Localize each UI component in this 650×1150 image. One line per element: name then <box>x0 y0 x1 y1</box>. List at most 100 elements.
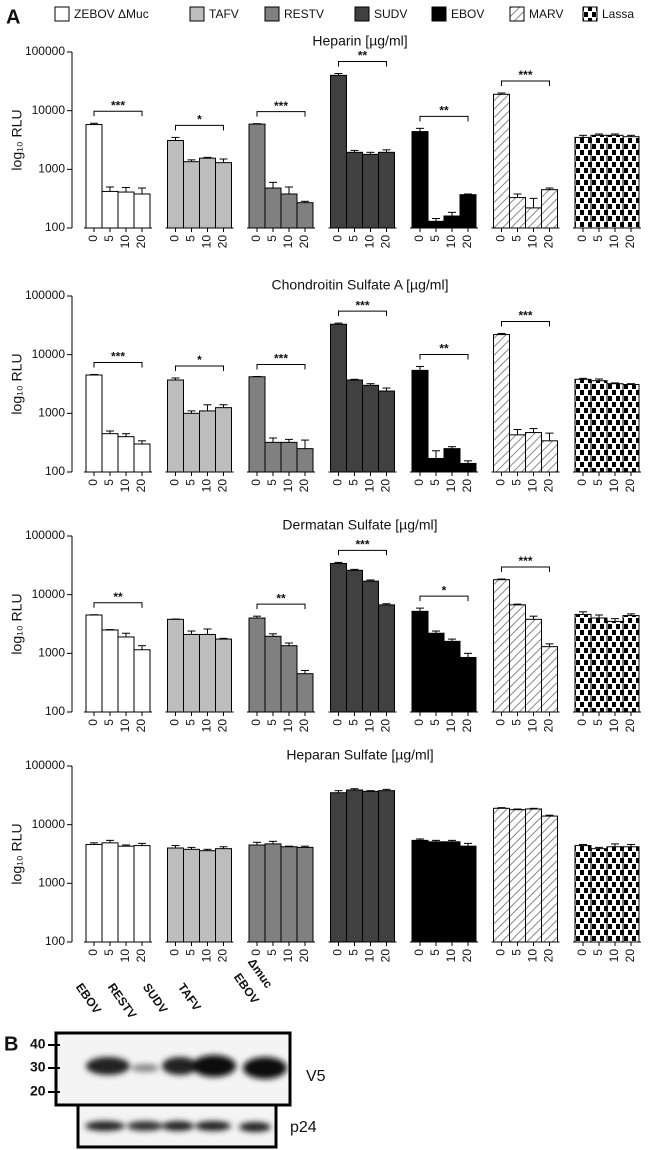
y-axis-label: log₁₀ RLU <box>9 593 25 654</box>
x-tick-label: 10 <box>526 719 540 733</box>
x-tick-label: 0 <box>494 949 508 956</box>
significance-label: ** <box>358 49 368 63</box>
legend-label: RESTV <box>284 7 324 21</box>
x-tick-label: 0 <box>412 719 426 726</box>
x-tick-label: 5 <box>428 949 442 956</box>
bar <box>590 617 608 713</box>
x-tick-label: 10 <box>363 235 377 249</box>
significance-bracket <box>338 310 387 317</box>
x-tick-label: 0 <box>575 949 589 956</box>
bar <box>85 374 103 473</box>
x-tick-label: 10 <box>281 949 295 963</box>
legend-swatch <box>189 6 205 22</box>
bar <box>183 161 200 229</box>
y-axis-label: log₁₀ RLU <box>9 823 25 884</box>
bar <box>264 187 282 229</box>
y-tick-label: 100 <box>45 934 65 948</box>
x-tick-label: 5 <box>428 719 442 726</box>
x-tick-label: 0 <box>249 235 263 242</box>
x-tick-label: 0 <box>86 949 100 956</box>
x-tick-label: 5 <box>347 235 361 242</box>
y-axis-label: log₁₀ RLU <box>9 353 25 414</box>
significance-bracket <box>93 361 143 368</box>
bar <box>199 410 216 473</box>
y-tick-label: 100000 <box>25 288 65 302</box>
bar <box>541 189 558 229</box>
bar <box>362 384 379 473</box>
x-tick-label: 20 <box>460 949 474 963</box>
bar <box>411 610 429 713</box>
bar <box>346 379 363 473</box>
y-tick-label: 100000 <box>25 758 65 772</box>
legend-swatch <box>509 6 525 22</box>
x-tick-label: 20 <box>379 235 393 249</box>
significance-label: * <box>197 353 202 367</box>
x-tick-label: 5 <box>347 719 361 726</box>
x-tick-label: 10 <box>444 949 458 963</box>
x-tick-label: 5 <box>184 949 198 956</box>
x-tick-label: 5 <box>102 949 116 956</box>
chart-title: Dermatan Sulfate [µg/ml] <box>282 517 437 533</box>
significance-label: ** <box>276 591 286 605</box>
bar <box>427 632 445 713</box>
bar <box>183 633 200 713</box>
bar <box>133 443 151 473</box>
bar <box>427 841 445 943</box>
x-tick-label: 5 <box>591 719 605 726</box>
x-tick-label: 20 <box>542 235 556 249</box>
x-tick-label: 0 <box>86 479 100 486</box>
significance-bracket <box>256 603 306 610</box>
x-tick-label: 10 <box>281 719 295 733</box>
x-tick-label: 20 <box>623 949 637 963</box>
bar <box>280 645 298 713</box>
significance-label: * <box>197 113 202 127</box>
bar <box>574 845 592 943</box>
lane-label: RESTV <box>105 981 139 1022</box>
bar <box>443 215 461 229</box>
significance-label: *** <box>355 298 369 312</box>
x-tick-label: 0 <box>331 949 345 956</box>
bar <box>167 379 184 473</box>
x-tick-label: 0 <box>494 479 508 486</box>
x-tick-label: 20 <box>297 479 311 493</box>
bar <box>117 636 135 713</box>
significance-label: *** <box>274 352 288 366</box>
x-tick-label: 10 <box>607 949 621 963</box>
x-tick-label: 20 <box>134 479 148 493</box>
chart-title: Heparin [µg/ml] <box>312 33 407 49</box>
x-tick-label: 5 <box>102 479 116 486</box>
significance-bracket <box>93 110 143 117</box>
bar <box>525 618 542 713</box>
y-tick-label: 100 <box>45 220 65 234</box>
x-tick-label: 20 <box>379 719 393 733</box>
x-tick-label: 10 <box>118 235 132 249</box>
bar <box>622 384 640 473</box>
y-tick-label: 10000 <box>32 587 66 601</box>
x-tick-label: 20 <box>460 235 474 249</box>
bar <box>411 839 429 943</box>
chart-title: Chondroitin Sulfate A [µg/ml] <box>272 277 449 293</box>
significance-label: *** <box>111 350 125 364</box>
bar <box>215 162 232 229</box>
legend-swatch <box>582 6 598 22</box>
y-tick-label: 1000 <box>38 876 65 890</box>
x-tick-label: 10 <box>118 949 132 963</box>
x-tick-label: 5 <box>265 949 279 956</box>
significance-label: *** <box>355 538 369 552</box>
bar <box>622 615 640 713</box>
bar <box>509 604 526 713</box>
bar <box>362 580 379 713</box>
x-tick-label: 20 <box>623 479 637 493</box>
bar <box>264 843 282 943</box>
y-tick-label: 100 <box>45 704 65 718</box>
bar <box>296 448 314 473</box>
x-tick-label: 10 <box>200 949 214 963</box>
bar <box>167 847 184 943</box>
bar <box>199 157 216 229</box>
x-tick-label: 20 <box>542 479 556 493</box>
bar <box>459 194 477 229</box>
x-tick-label: 10 <box>444 479 458 493</box>
bar <box>509 809 526 943</box>
x-tick-label: 20 <box>379 479 393 493</box>
x-tick-label: 5 <box>347 479 361 486</box>
